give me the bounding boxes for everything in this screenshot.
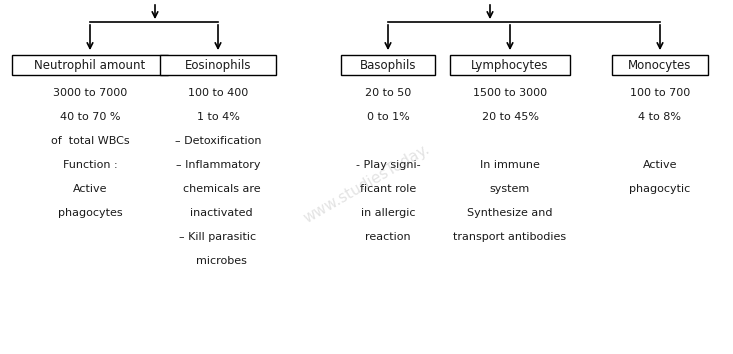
Text: microbes: microbes (189, 256, 247, 266)
Text: In immune: In immune (480, 160, 540, 170)
Text: Active: Active (643, 160, 677, 170)
Text: Eosinophils: Eosinophils (185, 58, 251, 72)
Text: 3000 to 7000: 3000 to 7000 (53, 88, 127, 98)
Text: 20 to 50: 20 to 50 (365, 88, 411, 98)
Text: in allergic: in allergic (361, 208, 416, 218)
Text: Function :: Function : (63, 160, 117, 170)
Bar (12, 55, 168, 75)
Text: 1 to 4%: 1 to 4% (196, 112, 240, 122)
Text: ficant role: ficant role (360, 184, 416, 194)
Bar (341, 55, 435, 75)
Text: – Detoxification: – Detoxification (174, 136, 261, 146)
Text: 40 to 70 %: 40 to 70 % (60, 112, 120, 122)
Text: transport antibodies: transport antibodies (454, 232, 567, 242)
Text: - Play signi-: - Play signi- (356, 160, 420, 170)
Bar (450, 55, 570, 75)
Text: Monocytes: Monocytes (628, 58, 692, 72)
Text: of  total WBCs: of total WBCs (51, 136, 129, 146)
Text: 0 to 1%: 0 to 1% (366, 112, 409, 122)
Text: phagocytes: phagocytes (58, 208, 122, 218)
Text: 20 to 45%: 20 to 45% (482, 112, 539, 122)
Text: 100 to 400: 100 to 400 (188, 88, 248, 98)
Text: 1500 to 3000: 1500 to 3000 (473, 88, 547, 98)
Text: inactivated: inactivated (183, 208, 253, 218)
Bar (612, 55, 708, 75)
Text: – Kill parasitic: – Kill parasitic (180, 232, 257, 242)
Text: chemicals are: chemicals are (176, 184, 260, 194)
Text: Neutrophil amount: Neutrophil amount (34, 58, 146, 72)
Text: 4 to 8%: 4 to 8% (638, 112, 682, 122)
Text: phagocytic: phagocytic (630, 184, 690, 194)
Text: Basophils: Basophils (360, 58, 416, 72)
Text: www.studiesToday.: www.studiesToday. (301, 142, 432, 226)
Text: 100 to 700: 100 to 700 (630, 88, 690, 98)
Text: Lymphocytes: Lymphocytes (471, 58, 549, 72)
Text: Synthesize and: Synthesize and (467, 208, 553, 218)
Text: reaction: reaction (365, 232, 410, 242)
Text: Active: Active (73, 184, 107, 194)
Text: system: system (490, 184, 530, 194)
Text: – Inflammatory: – Inflammatory (176, 160, 260, 170)
Bar (160, 55, 276, 75)
